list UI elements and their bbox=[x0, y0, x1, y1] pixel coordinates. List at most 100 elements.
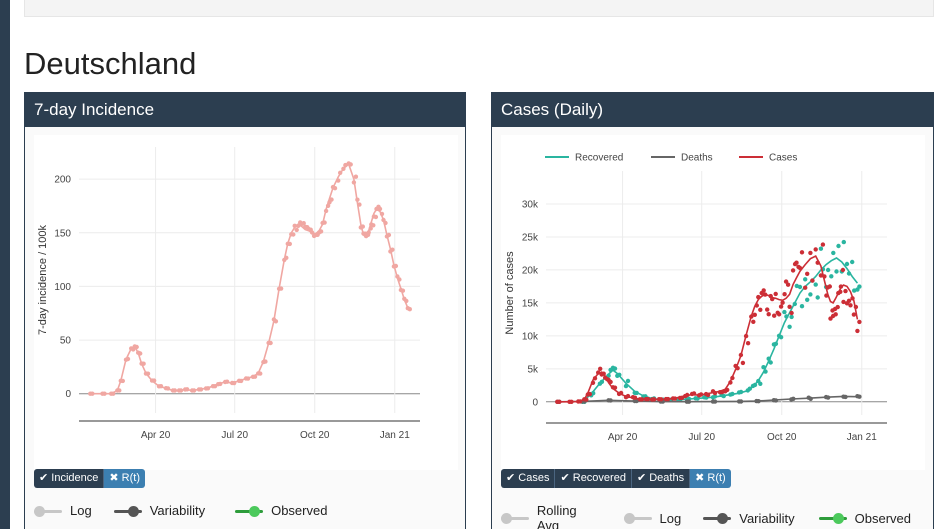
region-title: Deutschland bbox=[24, 46, 197, 81]
incidence-point bbox=[322, 220, 327, 225]
incidence-point bbox=[258, 371, 263, 376]
log-switch[interactable]: Log bbox=[623, 511, 681, 526]
deaths-point bbox=[808, 396, 813, 401]
cases-point bbox=[818, 273, 824, 278]
incidence-point bbox=[268, 340, 273, 346]
cases-toggle-button[interactable]: ✔ Cases bbox=[501, 469, 556, 488]
cases-point bbox=[772, 313, 777, 318]
rt-toggle-button[interactable]: ✖ R(t) bbox=[690, 469, 731, 488]
incidence-point bbox=[390, 247, 395, 252]
cases-point bbox=[846, 298, 852, 303]
recovered-point bbox=[612, 366, 618, 371]
cases-point bbox=[738, 352, 744, 358]
switch-icon bbox=[501, 513, 529, 524]
cases-point bbox=[848, 303, 853, 308]
switch-icon bbox=[623, 513, 652, 524]
recovered-point bbox=[857, 284, 862, 289]
recovered-point bbox=[797, 284, 803, 290]
x-tick-label: Oct 20 bbox=[300, 430, 330, 441]
cases-point bbox=[740, 360, 746, 366]
deaths-toggle-button[interactable]: ✔ Deaths bbox=[631, 469, 691, 488]
deaths-point bbox=[825, 395, 831, 400]
cases-options: Rolling Avg Log Variability Observed bbox=[501, 503, 933, 529]
incidence-point bbox=[323, 208, 329, 214]
cases-point bbox=[782, 292, 787, 297]
incidence-point bbox=[386, 232, 392, 238]
cases-point bbox=[728, 380, 733, 385]
incidence-point bbox=[291, 232, 296, 237]
incidence-point bbox=[184, 387, 190, 392]
cases-point bbox=[789, 310, 794, 316]
incidence-point bbox=[373, 214, 379, 220]
incidence-point bbox=[224, 379, 230, 384]
incidence-point bbox=[318, 229, 324, 234]
incidence-point bbox=[141, 361, 146, 366]
incidence-chart: 0 50 100 150 200 Apr 20 Jul 20 Oct 20 Jan 21 7-da… bbox=[37, 147, 420, 441]
variability-switch[interactable]: Variability bbox=[703, 511, 795, 526]
incidence-point bbox=[238, 378, 244, 384]
incidence-point bbox=[158, 384, 164, 389]
incidence-point bbox=[212, 384, 218, 389]
cases-point bbox=[578, 399, 583, 404]
y-tick-label: 25k bbox=[522, 232, 539, 243]
observed-switch[interactable]: Observed bbox=[818, 511, 911, 526]
incidence-point bbox=[296, 223, 301, 228]
cases-point bbox=[808, 250, 813, 256]
recovered-point bbox=[758, 381, 763, 386]
incidence-point bbox=[125, 356, 131, 362]
cases-chart: 0 5k 10k 15k 20k 25k 30k Apr 20 Jul 20 Oct 20 Jan … bbox=[504, 153, 887, 443]
y-tick-label: 50 bbox=[60, 336, 72, 347]
cases-point bbox=[730, 375, 735, 381]
incidence-point bbox=[329, 197, 334, 202]
legend-entry: Cases bbox=[769, 153, 797, 164]
cases-point bbox=[843, 288, 848, 294]
cases-point bbox=[797, 265, 803, 271]
log-switch[interactable]: Log bbox=[34, 503, 92, 518]
incidence-point bbox=[383, 220, 388, 226]
incidence-point bbox=[292, 223, 297, 228]
incidence-point bbox=[404, 298, 409, 304]
cases-panel-title: Cases (Daily) bbox=[492, 93, 933, 127]
recovered-point bbox=[617, 372, 622, 377]
switch-icon bbox=[34, 505, 62, 517]
incidence-point bbox=[366, 230, 371, 235]
recovered-point bbox=[768, 360, 773, 365]
recovered-line bbox=[581, 257, 859, 403]
cases-point bbox=[651, 397, 657, 402]
incidence-point bbox=[178, 388, 184, 393]
recovered-point bbox=[721, 393, 726, 399]
incidence-point bbox=[138, 351, 143, 356]
recovered-point bbox=[846, 271, 852, 276]
cases-point bbox=[833, 312, 838, 317]
incidence-point bbox=[198, 387, 204, 392]
cases-point bbox=[799, 250, 805, 255]
cases-point bbox=[601, 371, 606, 376]
recovered-toggle-button[interactable]: ✔ Recovered bbox=[555, 469, 632, 488]
cases-point bbox=[756, 294, 761, 300]
deaths-point bbox=[843, 394, 848, 400]
cases-point bbox=[776, 312, 782, 317]
y-tick-label: 150 bbox=[54, 228, 71, 239]
cases-point bbox=[780, 300, 785, 305]
variability-switch[interactable]: Variability bbox=[113, 503, 205, 518]
y-tick-label: 20k bbox=[522, 265, 539, 276]
incidence-point bbox=[336, 178, 341, 183]
cases-point bbox=[618, 390, 624, 396]
x-tick-label: Apr 20 bbox=[608, 432, 638, 443]
cases-point bbox=[587, 391, 592, 397]
cases-point bbox=[698, 392, 704, 397]
rt-toggle-button[interactable]: ✖ R(t) bbox=[104, 469, 145, 488]
observed-switch[interactable]: Observed bbox=[235, 503, 327, 518]
incidence-point bbox=[205, 386, 211, 391]
incidence-point bbox=[338, 170, 343, 175]
rolling-avg-switch[interactable]: Rolling Avg bbox=[501, 503, 602, 529]
incidence-point bbox=[191, 388, 197, 393]
y-tick-label: 0 bbox=[65, 389, 71, 400]
legend-entry: Recovered bbox=[575, 153, 623, 164]
incidence-toggle-button[interactable]: ✔ Incidence bbox=[34, 469, 105, 488]
incidence-point bbox=[368, 226, 373, 231]
cases-point bbox=[596, 370, 601, 375]
cases-point bbox=[691, 391, 697, 396]
incidence-point bbox=[151, 378, 157, 383]
incidence-point bbox=[360, 224, 365, 229]
